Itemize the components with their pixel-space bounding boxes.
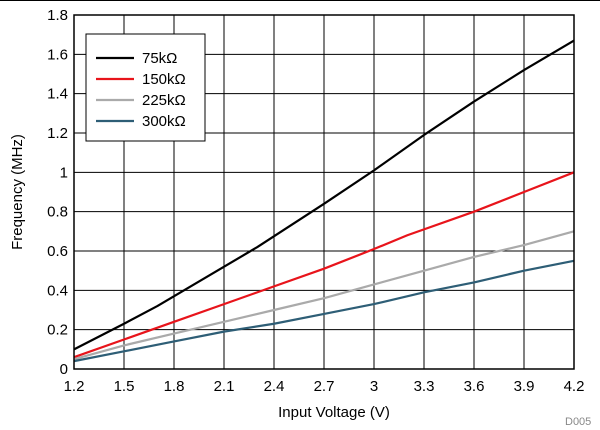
y-tick-label: 1.6	[47, 46, 68, 63]
y-tick-labels: 0 0.2 0.4 0.6 0.8 1 1.2 1.4 1.6 1.8	[47, 7, 68, 378]
x-tick-label: 2.4	[264, 378, 285, 395]
y-tick-label: 1.4	[47, 86, 68, 103]
x-tick-label: 4.2	[564, 378, 585, 395]
y-tick-label: 0	[60, 361, 68, 378]
legend-label-4: 300kΩ	[142, 113, 186, 130]
top-rule	[0, 0, 600, 1]
x-tick-label: 3.6	[464, 378, 485, 395]
y-tick-label: 0.2	[47, 322, 68, 339]
y-tick-label: 0.6	[47, 243, 68, 260]
y-tick-label: 1	[60, 164, 68, 181]
x-tick-label: 1.2	[64, 378, 85, 395]
plot-frame	[73, 14, 575, 370]
legend: 75kΩ 150kΩ 225kΩ 300kΩ	[85, 33, 206, 142]
x-axis-label: Input Voltage (V)	[278, 404, 390, 421]
series-line-1	[73, 39, 575, 351]
legend-box	[85, 33, 206, 142]
y-axis-label: Frequency (MHz)	[9, 134, 26, 250]
series-layer	[73, 39, 575, 363]
y-tick-label: 1.2	[47, 125, 68, 142]
y-tick-label: 1.8	[47, 7, 68, 24]
x-tick-labels: 1.2 1.5 1.8 2.1 2.4 2.7 3 3.3 3.6 3.9 4.2	[64, 378, 585, 395]
series-line-3	[73, 230, 575, 361]
figure-code: D005	[565, 416, 591, 428]
series-line-2	[73, 171, 575, 359]
x-tick-label: 3	[370, 378, 378, 395]
legend-label-1: 75kΩ	[142, 50, 177, 67]
x-tick-label: 3.3	[414, 378, 435, 395]
legend-label-3: 225kΩ	[142, 92, 186, 109]
y-tick-label: 0.8	[47, 204, 68, 221]
x-tick-label: 1.8	[164, 378, 185, 395]
series-line-4	[73, 259, 575, 363]
x-tick-label: 1.5	[114, 378, 135, 395]
legend-label-2: 150kΩ	[142, 71, 186, 88]
x-tick-label: 2.1	[214, 378, 235, 395]
y-tick-label: 0.4	[47, 282, 68, 299]
x-tick-label: 3.9	[514, 378, 535, 395]
x-tick-label: 2.7	[314, 378, 335, 395]
